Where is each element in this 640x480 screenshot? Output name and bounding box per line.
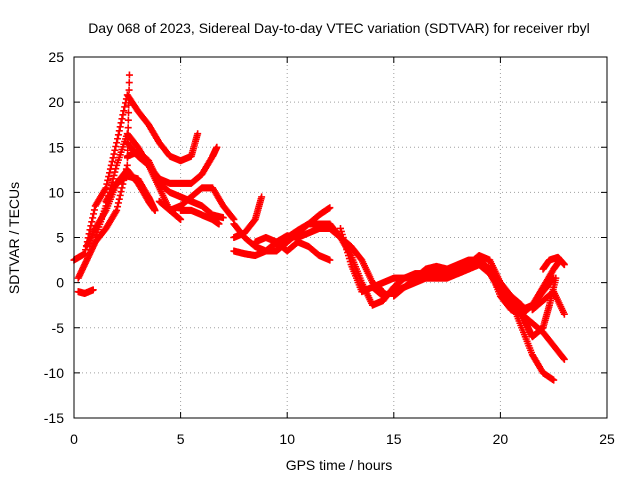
data-point [125, 101, 133, 109]
data-point [124, 116, 132, 124]
data-point [115, 195, 123, 203]
data-point [88, 218, 96, 226]
data-point [109, 175, 117, 183]
series-track-2 [74, 286, 97, 297]
y-tick-label: -10 [44, 365, 64, 381]
data-point [112, 208, 120, 216]
data-point [104, 176, 112, 184]
data-point [116, 123, 124, 131]
data-point [90, 210, 98, 218]
data-point [258, 193, 266, 201]
data-point [87, 222, 95, 230]
y-axis-ticks: -15 -10 -5 0 5 10 15 20 25 [44, 49, 607, 426]
data-point [110, 150, 118, 158]
series-track-12 [230, 193, 266, 241]
data-point [125, 79, 133, 87]
y-tick-label: 25 [48, 49, 64, 65]
data-point [89, 286, 97, 294]
data-point [125, 109, 133, 117]
data-point [219, 214, 227, 222]
y-axis-label: SDTVAR / TECUs [6, 182, 22, 294]
data-point [560, 261, 568, 269]
data-point [118, 184, 126, 192]
y-tick-label: 0 [56, 275, 64, 291]
y-tick-label: -15 [44, 410, 64, 426]
data-point [559, 354, 567, 362]
data-point [112, 165, 120, 173]
x-tick-label: 0 [70, 431, 78, 447]
data-point [114, 135, 122, 143]
data-point [151, 206, 159, 214]
series-track-22 [528, 288, 568, 318]
data-point [125, 71, 133, 79]
x-tick-label: 20 [493, 431, 509, 447]
series-track-9 [155, 184, 238, 223]
data-point [119, 111, 127, 119]
data-point [560, 355, 568, 363]
x-axis-label: GPS time / hours [286, 457, 393, 473]
data-point [110, 171, 118, 179]
data-point [118, 115, 126, 123]
data-point [116, 191, 124, 199]
data-point [229, 214, 237, 222]
data-series [70, 71, 568, 384]
data-point [552, 274, 560, 282]
y-tick-label: 5 [56, 230, 64, 246]
series-track-10 [177, 206, 223, 228]
series-track-3 [74, 71, 133, 282]
x-tick-label: 15 [386, 431, 402, 447]
data-point [125, 94, 133, 102]
data-point [124, 124, 132, 132]
y-tick-label: 10 [48, 184, 64, 200]
data-point [102, 184, 110, 192]
data-point [111, 168, 119, 176]
data-point [121, 103, 129, 111]
grid-lines [74, 57, 607, 418]
data-point [113, 139, 121, 147]
data-point [112, 142, 120, 150]
data-point [125, 86, 133, 94]
data-point [117, 119, 125, 127]
x-tick-label: 25 [599, 431, 615, 447]
data-point [115, 127, 123, 135]
x-tick-label: 5 [177, 431, 185, 447]
data-point [215, 220, 223, 228]
chart-title: Day 068 of 2023, Sidereal Day-to-day VTE… [88, 20, 590, 36]
data-point [177, 215, 185, 223]
data-point [109, 154, 117, 162]
data-point [103, 180, 111, 188]
data-point [113, 206, 121, 214]
data-point [194, 130, 202, 138]
data-point [114, 199, 122, 207]
series-track-21 [518, 310, 568, 363]
y-tick-label: 20 [48, 94, 64, 110]
data-point [560, 310, 568, 318]
data-point [326, 256, 334, 264]
data-point [108, 158, 116, 166]
data-point [82, 246, 90, 254]
series-track-8 [123, 139, 221, 187]
y-tick-label: -5 [52, 320, 65, 336]
x-axis-ticks: 0 5 10 15 20 25 [70, 57, 615, 447]
y-tick-label: 15 [48, 139, 64, 155]
data-point [114, 203, 122, 211]
x-tick-label: 10 [279, 431, 295, 447]
series-track-23 [539, 253, 568, 273]
data-point [90, 206, 98, 214]
series-track-6 [102, 172, 159, 214]
data-point [120, 107, 128, 115]
data-point [111, 146, 119, 154]
data-point [326, 204, 334, 212]
data-point [213, 143, 221, 151]
data-point [105, 173, 113, 181]
data-point [89, 214, 97, 222]
series-track-19 [507, 297, 558, 384]
data-point [117, 188, 125, 196]
data-point [114, 131, 122, 139]
data-point [550, 376, 558, 384]
